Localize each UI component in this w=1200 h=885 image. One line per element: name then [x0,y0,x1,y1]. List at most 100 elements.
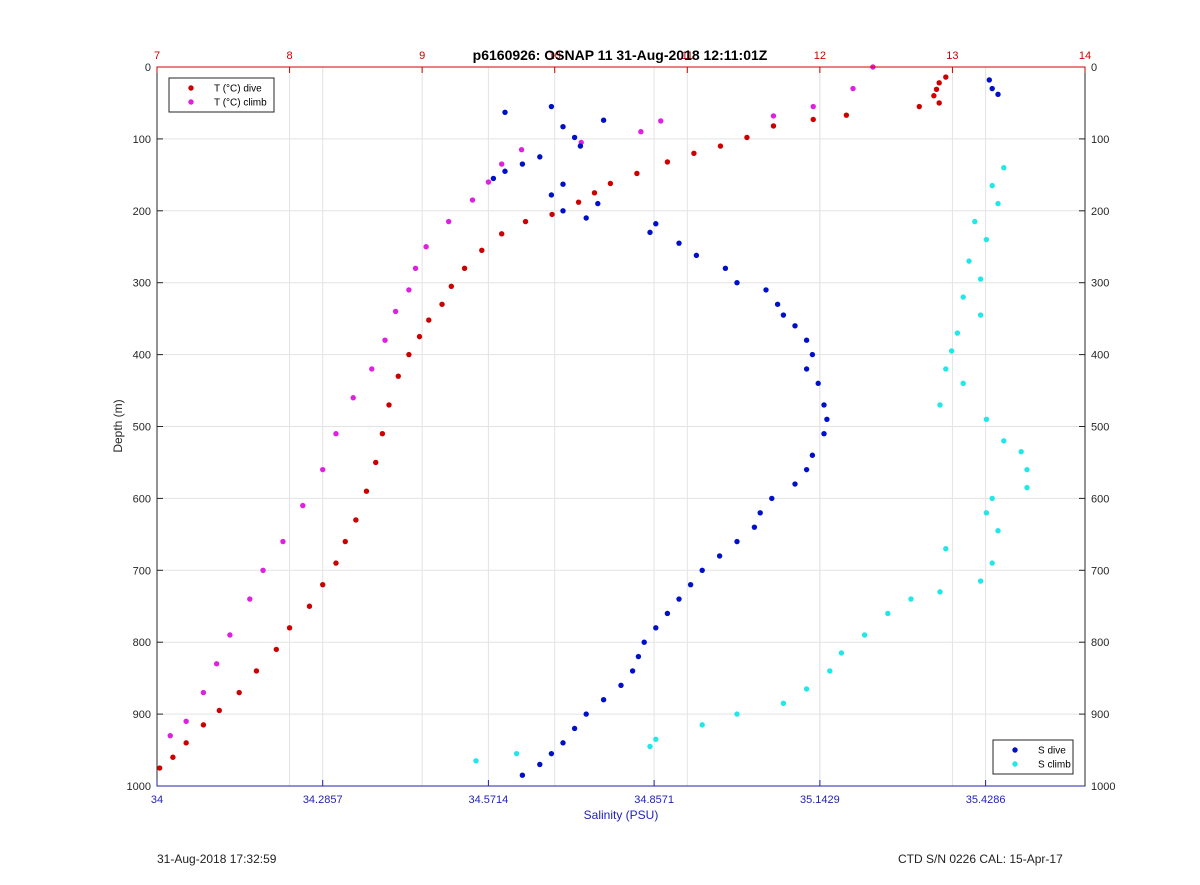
legend-entry-label: S climb [1038,760,1071,771]
s-dive-point [676,240,682,246]
s-dive-point [803,366,810,372]
s-climb-point [513,750,520,757]
s-climb-point [943,366,949,372]
legend-marker [188,85,194,91]
s-dive-point [780,312,787,318]
s-climb-point [960,294,966,300]
s-climb-point [989,560,995,566]
t-dive-point [448,283,455,289]
s-dive-point [821,402,827,408]
t-dive-point [498,231,505,237]
y-tick-label-left: 700 [133,565,151,577]
bottom-tick-label: 34.2857 [303,794,343,806]
s-climb-point [954,330,961,336]
t-dive-point [416,333,423,340]
s-dive-point [687,581,694,588]
s-dive-point [815,380,821,387]
s-climb-point [473,758,479,764]
legend-marker [1012,747,1018,753]
s-dive-point [595,200,601,207]
t-dive-point [591,190,598,196]
s-dive-point [548,103,555,110]
s-dive-point [722,265,729,272]
bottom-tick-label: 35.1429 [800,794,840,806]
s-dive-point [699,567,705,573]
y-tick-label-right: 100 [1091,134,1109,146]
s-dive-point [986,77,992,83]
t-dive-point [236,689,242,696]
t-dive-point [426,317,432,323]
t-dive-point [575,199,582,205]
s-climb-point [943,546,949,552]
s-dive-point [809,351,816,358]
t-climb-point [445,218,452,225]
s-dive-point [583,711,589,717]
s-dive-point [519,161,526,167]
s-climb-point [647,743,653,750]
s-dive-point [734,280,740,286]
s-dive-point [560,208,566,214]
t-climb-point [320,466,326,473]
s-dive-point [560,740,566,746]
t-dive-point [943,74,949,80]
t-climb-point [498,161,505,167]
s-climb-point [995,200,1001,207]
s-climb-point [995,528,1001,534]
t-dive-point [843,112,850,118]
s-dive-point [716,553,723,559]
footer-timestamp: 31-Aug-2018 17:32:59 [157,852,277,866]
s-climb-point [937,589,943,595]
axes: 0 0 100 100 200 200 300 300 400 400 500 500 600 600 70… [127,50,1116,806]
s-climb-point [977,276,984,282]
s-dive-point [635,653,642,660]
t-dive-point [479,247,485,254]
t-dive-point [936,80,942,86]
top-tick-label: 8 [287,50,293,62]
t-climb-point [260,567,266,573]
s-climb-point [780,700,787,707]
y-tick-label-left: 900 [133,709,151,721]
y-tick-label-right: 900 [1091,709,1109,721]
s-climb-point [1018,448,1024,455]
t-climb-point [200,689,207,696]
s-dive-point [560,181,566,187]
grid-lines [156,66,1086,787]
y-tick-label-left: 100 [133,134,151,146]
y-tick-label-right: 700 [1091,565,1109,577]
s-climb-point [1001,438,1007,444]
s-climb-point [983,510,990,516]
t-dive-point [607,180,614,187]
t-dive-point [363,488,370,494]
legend-entry-label: T (°C) climb [214,98,267,109]
t-climb-point [412,265,419,272]
s-dive-point [774,301,781,307]
s-climb-point [983,236,990,243]
t-dive-point [744,134,750,141]
top-tick-label: 9 [419,50,425,62]
y-tick-label-right: 800 [1091,637,1109,649]
y-tick-label-left: 200 [133,206,151,218]
s-climb-point [653,736,659,742]
s-climb-point [960,380,966,387]
s-dive-point [560,123,566,130]
t-climb-point [350,395,356,401]
legend-entry-label: T (°C) dive [214,84,262,95]
t-dive-point [439,301,445,307]
s-dive-point [571,725,578,732]
s-dive-point [537,761,543,768]
y-tick-label-right: 400 [1091,350,1109,362]
t-climb-point [333,430,339,437]
s-climb-point [1024,484,1030,491]
t-dive-point [373,459,379,466]
top-tick-label: 7 [154,50,160,62]
t-climb-point [300,502,306,509]
s-climb-point [885,610,891,617]
top-tick-label: 12 [814,50,826,62]
t-dive-point [183,740,189,746]
legend-box [168,77,275,113]
t-climb-point [850,85,856,92]
s-dive-point [792,481,798,487]
s-climb-point [983,416,990,423]
top-tick-label: 11 [682,50,693,62]
y-tick-label-left: 0 [145,62,151,74]
